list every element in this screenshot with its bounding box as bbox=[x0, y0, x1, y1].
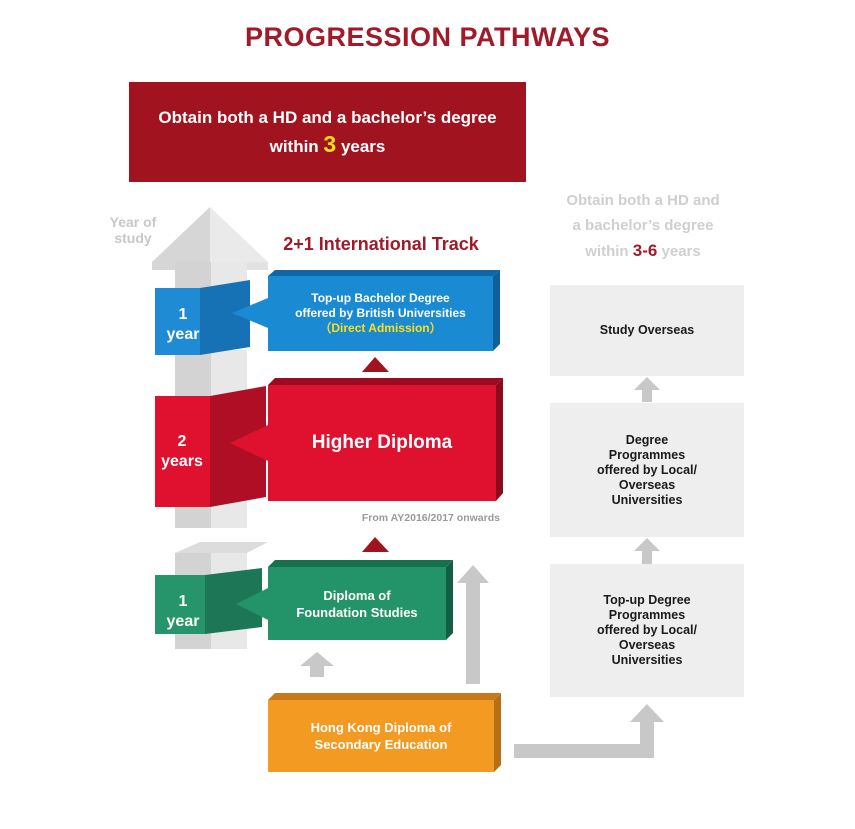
foundation-studies-box: Diploma of Foundation Studies bbox=[268, 567, 446, 640]
effective-year-note: From AY2016/2017 onwards bbox=[361, 512, 500, 524]
arrow-hkdse-to-local-topup bbox=[514, 704, 664, 758]
local-topup-line4: Overseas bbox=[618, 638, 676, 652]
year-block-2 bbox=[155, 386, 266, 507]
alt-heading-line2: a bachelor’s degree bbox=[572, 217, 714, 234]
banner-line1: Obtain both a HD and a bachelor’s degree bbox=[158, 108, 497, 127]
hkdse-line2: Secondary Education bbox=[314, 737, 448, 752]
direct-admission-note: （Direct Admission） bbox=[319, 321, 442, 335]
arrow-hkdse-to-higher-diploma bbox=[457, 565, 489, 684]
degree-line2: Programmes bbox=[608, 447, 686, 462]
year-block-1-bottom bbox=[155, 568, 262, 634]
year-block-number: 1 bbox=[178, 593, 188, 610]
headline-banner: Obtain both a HD and a bachelor’s degree… bbox=[129, 82, 526, 182]
callout-pointers bbox=[230, 298, 268, 620]
foundation-line1: Diploma of bbox=[323, 587, 391, 603]
grey-arrows bbox=[300, 377, 664, 758]
year-block-number: 2 bbox=[177, 433, 187, 450]
alt-pathway-heading: Obtain both a HD and a bachelor’s degree… bbox=[548, 188, 738, 264]
alt-heading-line1: Obtain both a HD and bbox=[566, 192, 720, 209]
banner-line2-suffix: years bbox=[336, 137, 386, 156]
banner-line2: within 3 years bbox=[158, 131, 496, 160]
box-shadows bbox=[268, 270, 503, 772]
banner-years-number: 3 bbox=[323, 131, 337, 157]
local-topup-line2: Programmes bbox=[608, 608, 686, 622]
study-overseas-box: Study Overseas bbox=[550, 285, 744, 376]
arrow-degree-to-overseas bbox=[634, 377, 660, 402]
up-triangle-dfs-to-hd bbox=[362, 537, 389, 552]
up-triangle-hd-to-topup bbox=[362, 357, 389, 372]
year-block-2-label: 2 years bbox=[153, 432, 211, 472]
year-label-line2: study bbox=[114, 230, 152, 246]
degree-line3: offered by Local/ bbox=[596, 462, 698, 477]
year-block-1-top-label: 1 year bbox=[157, 305, 209, 345]
local-topup-line5: Universities bbox=[611, 653, 683, 667]
year-label-line1: Year of bbox=[109, 214, 157, 230]
topup-line1: Top-up Bachelor Degree bbox=[311, 291, 450, 305]
foundation-line2: Foundation Studies bbox=[296, 604, 418, 620]
alt-heading-line3: within 3-6 years bbox=[548, 238, 738, 264]
higher-diploma-box: Higher Diploma bbox=[268, 385, 496, 501]
topup-bachelor-degree-box: Top-up Bachelor Degree offered by Britis… bbox=[268, 276, 493, 351]
degree-programmes-box: Degree Programmes offered by Local/ Over… bbox=[550, 403, 744, 537]
local-topup-line1: Top-up Degree bbox=[603, 593, 691, 607]
year-block-1-top bbox=[155, 280, 250, 355]
alt-heading-line3-prefix: within bbox=[585, 243, 633, 260]
hkdse-box: Hong Kong Diploma of Secondary Education bbox=[268, 700, 494, 772]
arrow-hkdse-to-foundation bbox=[300, 652, 334, 677]
year-of-study-label: Year of study bbox=[100, 214, 166, 246]
topup-degree-programmes-box: Top-up Degree Programmes offered by Loca… bbox=[550, 564, 744, 697]
local-topup-line3: offered by Local/ bbox=[596, 623, 698, 637]
year-block-number: 1 bbox=[178, 306, 188, 323]
year-block-1-bottom-label: 1 year bbox=[157, 592, 209, 632]
year-block-unit: year bbox=[166, 613, 200, 630]
page-title: PROGRESSION PATHWAYS bbox=[244, 22, 611, 52]
alt-heading-line3-suffix: years bbox=[657, 243, 701, 260]
arrow-topup-to-degree bbox=[634, 538, 660, 564]
year-block-unit: year bbox=[166, 326, 200, 343]
hkdse-line1: Hong Kong Diploma of bbox=[310, 720, 452, 735]
banner-line2-prefix: within bbox=[269, 137, 324, 156]
alt-heading-years-number: 3-6 bbox=[632, 241, 658, 260]
degree-line5: Universities bbox=[611, 492, 683, 507]
international-track-title: 2+1 International Track bbox=[283, 234, 479, 254]
degree-line4: Overseas bbox=[618, 477, 676, 492]
year-block-unit: years bbox=[161, 453, 203, 470]
degree-line1: Degree bbox=[625, 432, 669, 447]
topup-line2: offered by British Universities bbox=[295, 306, 466, 320]
